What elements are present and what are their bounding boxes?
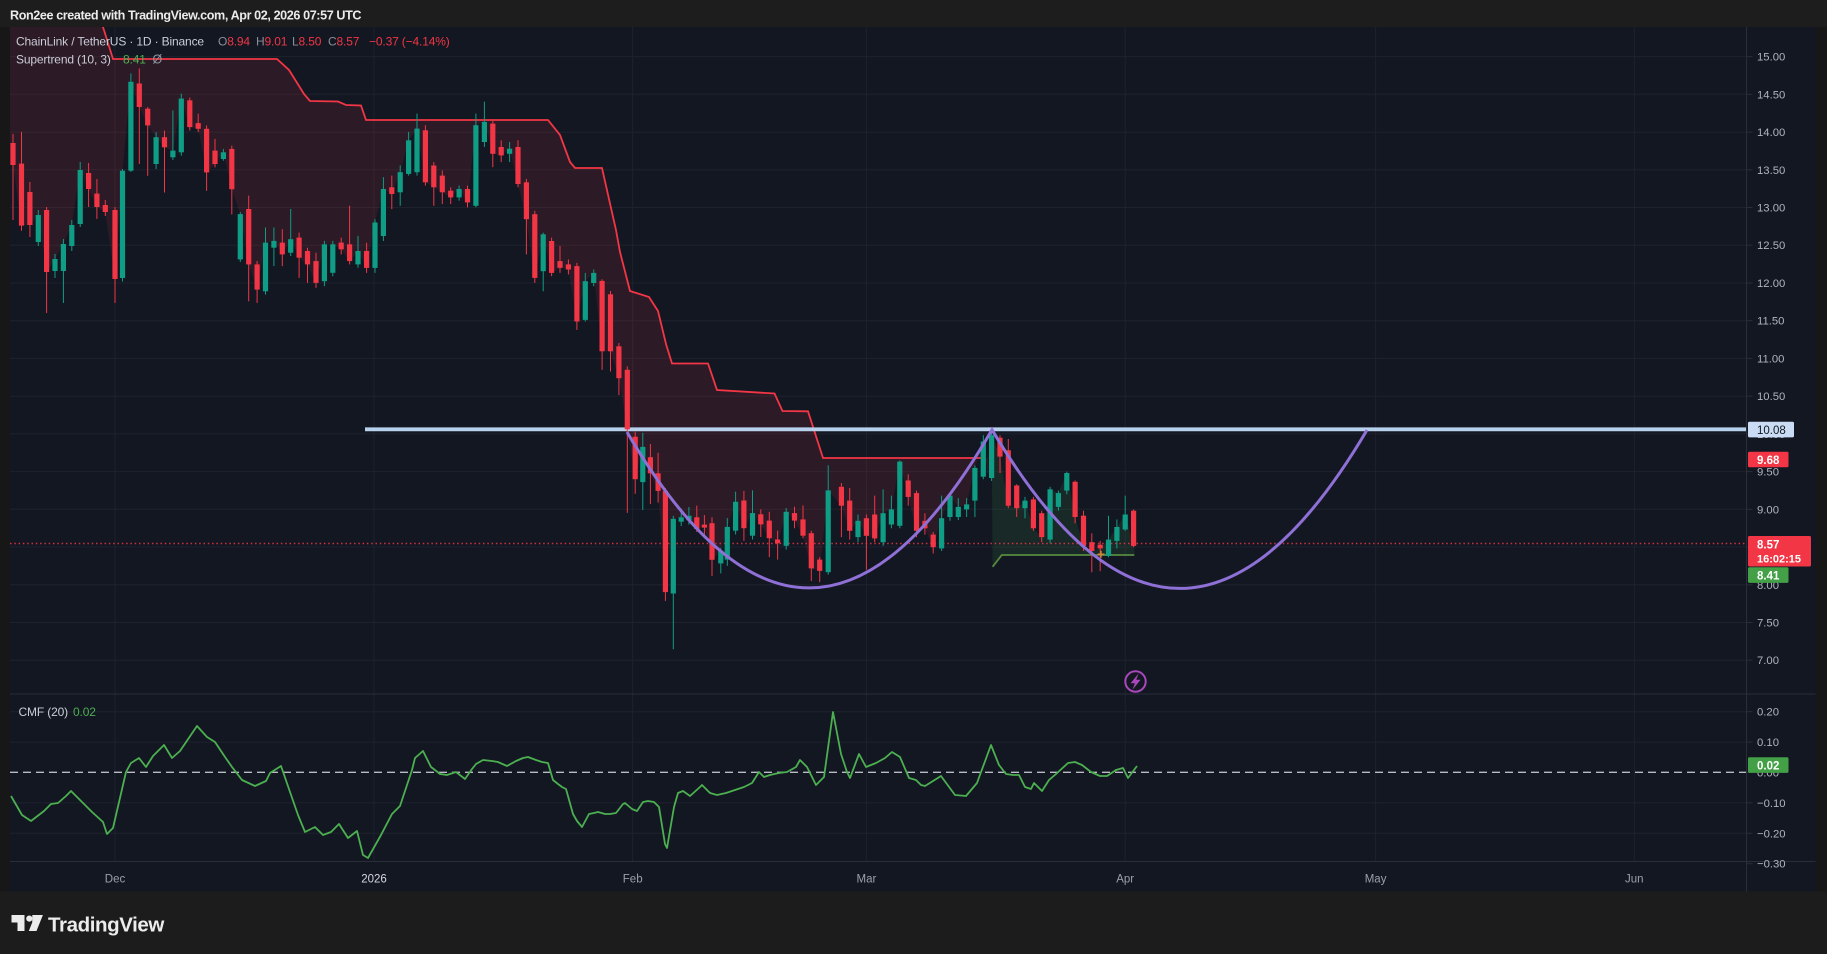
svg-text:16:02:15: 16:02:15 [1757, 554, 1801, 566]
svg-text:13.50: 13.50 [1757, 165, 1785, 177]
svg-text:8.57: 8.57 [1757, 540, 1779, 552]
svg-text:−0.20: −0.20 [1757, 828, 1786, 840]
svg-text:15.00: 15.00 [1757, 52, 1785, 64]
svg-text:7.00: 7.00 [1757, 655, 1779, 667]
svg-text:0.02: 0.02 [1757, 761, 1779, 773]
svg-text:CMF (20)0.02: CMF (20) 0.02 [19, 705, 97, 719]
svg-text:−0.10: −0.10 [1757, 798, 1786, 810]
svg-text:May: May [1365, 874, 1387, 886]
svg-text:13.00: 13.00 [1757, 203, 1785, 215]
svg-text:10.08: 10.08 [1757, 425, 1786, 437]
svg-text:11.00: 11.00 [1757, 353, 1784, 365]
svg-text:2026: 2026 [361, 874, 387, 886]
svg-text:14.50: 14.50 [1757, 89, 1785, 101]
svg-text:12.50: 12.50 [1757, 240, 1785, 252]
svg-text:14.00: 14.00 [1757, 127, 1785, 139]
svg-text:Dec: Dec [105, 874, 126, 886]
svg-text:9.68: 9.68 [1757, 455, 1780, 467]
svg-text:0.20: 0.20 [1757, 707, 1779, 719]
svg-text:7.50: 7.50 [1757, 618, 1779, 630]
svg-text:12.00: 12.00 [1757, 278, 1785, 290]
svg-text:Feb: Feb [623, 874, 643, 886]
svg-text:11.50: 11.50 [1757, 316, 1784, 328]
svg-text:Supertrend (10, 3)8.41Ø: Supertrend (10, 3) 8.41 Ø [16, 53, 163, 67]
svg-text:9.00: 9.00 [1757, 504, 1779, 516]
svg-text:Ron2ee created with TradingVie: Ron2ee created with TradingView.com, Apr… [10, 9, 361, 23]
svg-text:Mar: Mar [856, 874, 876, 886]
svg-text:0.10: 0.10 [1757, 737, 1779, 749]
svg-text:8.41: 8.41 [1757, 571, 1780, 583]
svg-text:ChainLink / TetherUS · 1D · Bi: ChainLink / TetherUS · 1D · Binance O8.94… [16, 35, 450, 49]
svg-text:Jun: Jun [1625, 874, 1644, 886]
svg-text:−0.30: −0.30 [1757, 859, 1786, 871]
svg-text:9.50: 9.50 [1757, 467, 1779, 479]
svg-text:10.50: 10.50 [1757, 391, 1785, 403]
svg-text:TradingView: TradingView [48, 914, 164, 937]
svg-text:Apr: Apr [1116, 874, 1134, 886]
